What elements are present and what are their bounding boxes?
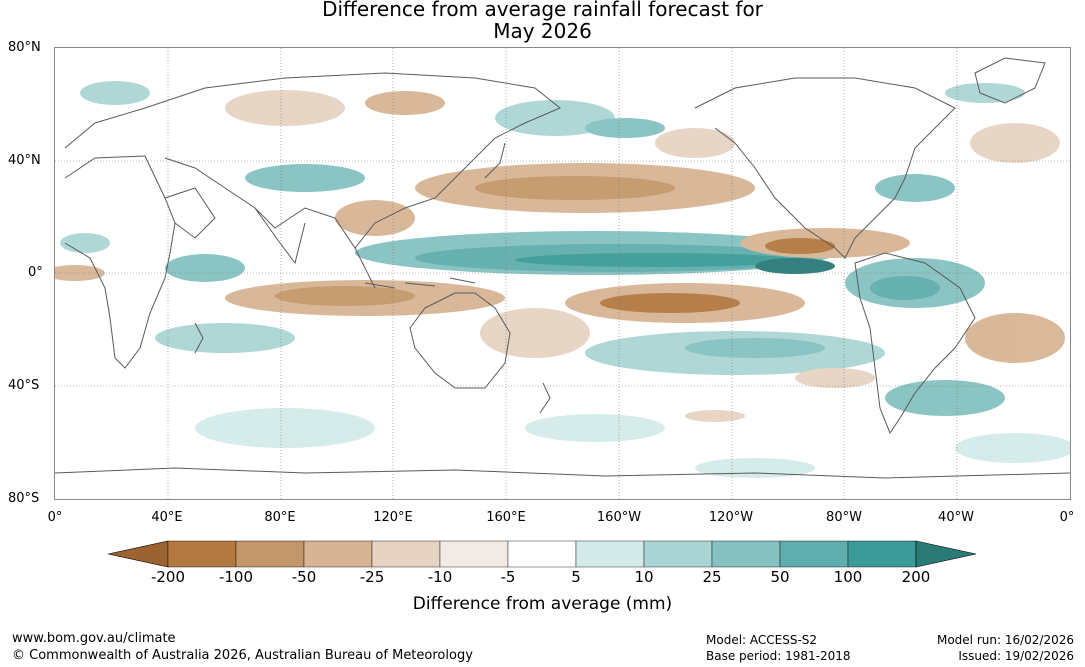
- colorbar-box: [507, 540, 577, 568]
- map-title-line2: May 2026: [493, 19, 592, 43]
- lat-label-80n: 80°N: [8, 40, 41, 55]
- lon-label-120e: 120°E: [373, 510, 413, 525]
- lon-label-0: 0°: [47, 510, 63, 525]
- colorbar-box: [371, 540, 441, 568]
- colorbar-box: [439, 540, 509, 568]
- colorbar-tick-label: -25: [359, 568, 385, 586]
- colorbar-tick-label: 50: [770, 568, 790, 586]
- colorbar-tick-label: -100: [218, 568, 254, 586]
- lat-label-80s: 80°S: [8, 491, 40, 506]
- model-run-text: Model run: 16/02/2026: [936, 633, 1074, 647]
- anomaly-field: [55, 81, 1070, 478]
- colorbar-tick-label: 10: [634, 568, 654, 586]
- lat-label-equator: 0°: [28, 265, 43, 280]
- lon-label-120w: 120°W: [708, 510, 754, 525]
- coastlines: [55, 57, 1070, 479]
- colorbar-box: [235, 540, 305, 568]
- colorbar-box: [847, 540, 917, 568]
- colorbar-box: [167, 540, 237, 568]
- issued-text: Issued: 19/02/2026: [958, 649, 1074, 663]
- colorbar-box: [575, 540, 645, 568]
- lon-label-360: 0°: [1059, 510, 1075, 525]
- colorbar-box: [303, 540, 373, 568]
- rainfall-anomaly-map: [54, 47, 1071, 500]
- colorbar-tick-label: 5: [571, 568, 581, 586]
- base-period-text: Base period: 1981-2018: [706, 649, 851, 663]
- colorbar-tick-label: 25: [702, 568, 722, 586]
- website-text: www.bom.gov.au/climate: [12, 631, 176, 646]
- colorbar-tick-label: -10: [427, 568, 453, 586]
- colorbar-box: [711, 540, 781, 568]
- colorbar-extend-low: [108, 540, 169, 568]
- colorbar-tick-label: -200: [150, 568, 186, 586]
- lon-label-160e: 160°E: [486, 510, 526, 525]
- colorbar-tick-label: -50: [291, 568, 317, 586]
- copyright-text: © Commonwealth of Australia 2026, Austra…: [12, 648, 473, 663]
- model-text: Model: ACCESS-S2: [706, 633, 818, 647]
- lat-label-40n: 40°N: [8, 153, 41, 168]
- map-title-line1: Difference from average rainfall forecas…: [322, 0, 763, 21]
- colorbar-tick-label: 200: [901, 568, 931, 586]
- graticule: [55, 48, 1070, 499]
- colorbar-box: [643, 540, 713, 568]
- colorbar-extend-high: [915, 540, 977, 568]
- lon-label-40e: 40°E: [151, 510, 183, 525]
- lat-label-40s: 40°S: [8, 378, 40, 393]
- lon-label-80e: 80°E: [264, 510, 296, 525]
- colorbar-tick-label: 100: [833, 568, 863, 586]
- colorbar-title: Difference from average (mm): [412, 594, 673, 614]
- colorbar: [108, 540, 977, 568]
- lon-label-80w: 80°W: [826, 510, 862, 525]
- colorbar-tick-label: -5: [500, 568, 516, 586]
- lon-label-160w: 160°W: [596, 510, 642, 525]
- lon-label-40w: 40°W: [938, 510, 974, 525]
- colorbar-box: [779, 540, 849, 568]
